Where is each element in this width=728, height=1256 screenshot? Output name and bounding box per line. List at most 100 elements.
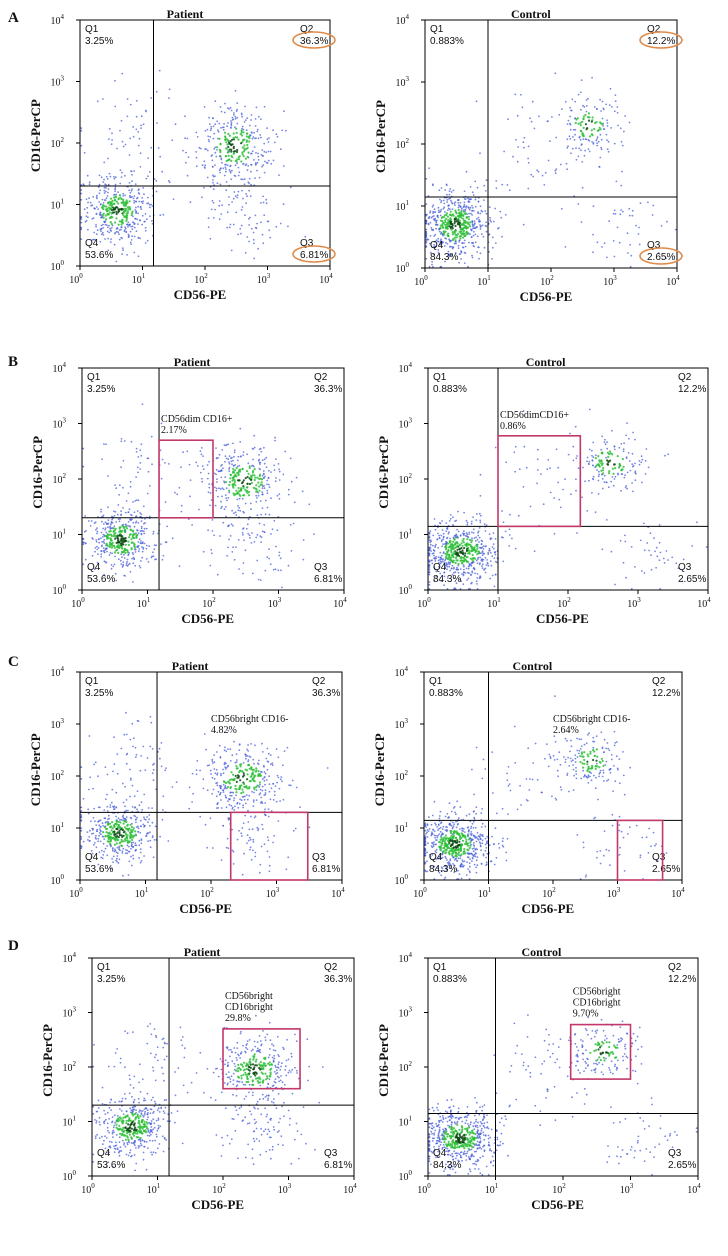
data-point <box>117 862 120 864</box>
data-point <box>106 537 109 540</box>
data-point <box>435 227 437 230</box>
data-point <box>110 203 114 206</box>
data-point <box>211 792 214 795</box>
data-point <box>228 455 231 457</box>
data-point <box>270 162 273 165</box>
data-point <box>501 844 504 847</box>
data-point <box>128 860 131 863</box>
data-point <box>581 143 583 146</box>
data-point <box>275 800 278 803</box>
data-point <box>250 114 253 116</box>
data-point <box>235 131 238 135</box>
data-point <box>491 835 493 838</box>
data-point <box>125 214 128 217</box>
data-point <box>117 538 120 541</box>
data-point <box>154 825 157 828</box>
data-point <box>479 252 482 255</box>
quadrant-value-q3: 6.81% <box>314 574 342 585</box>
quadrant-name-q2: Q2 <box>300 24 314 35</box>
data-point <box>116 826 119 829</box>
data-point <box>601 548 604 551</box>
data-point <box>443 878 446 880</box>
data-point <box>238 493 241 496</box>
data-point <box>106 195 109 197</box>
data-point <box>475 100 478 103</box>
data-point <box>251 137 254 140</box>
data-point <box>261 802 264 805</box>
data-point <box>236 776 239 779</box>
data-point <box>264 475 266 478</box>
data-point <box>262 201 265 204</box>
data-point <box>237 775 240 778</box>
data-point <box>125 799 128 801</box>
data-point <box>140 540 142 542</box>
data-point <box>236 498 239 501</box>
data-point <box>489 577 492 580</box>
data-point <box>228 461 230 463</box>
data-point <box>241 151 244 154</box>
data-point <box>264 808 266 811</box>
data-point <box>200 447 203 449</box>
data-point <box>603 474 606 477</box>
data-point <box>147 470 150 473</box>
data-point <box>485 545 487 547</box>
data-point <box>109 523 112 526</box>
data-point <box>232 791 235 794</box>
data-point <box>188 807 191 810</box>
data-point <box>222 824 225 827</box>
data-point <box>567 145 569 148</box>
data-point <box>178 565 181 567</box>
data-point <box>116 831 119 834</box>
data-point <box>658 559 661 562</box>
data-point <box>236 459 239 462</box>
data-point <box>444 260 446 263</box>
data-point <box>244 214 246 217</box>
data-point <box>457 851 461 854</box>
data-point <box>255 494 258 497</box>
data-point <box>127 553 130 556</box>
data-point <box>624 115 626 117</box>
data-point <box>450 560 453 563</box>
data-point <box>522 141 525 144</box>
data-point <box>127 521 130 523</box>
data-point <box>113 563 116 566</box>
data-point <box>120 514 122 517</box>
data-point <box>497 227 500 229</box>
data-point <box>460 556 463 559</box>
data-point <box>237 487 240 490</box>
data-point <box>274 141 276 144</box>
data-point <box>206 764 209 767</box>
data-point <box>216 803 219 805</box>
data-point <box>255 767 258 770</box>
data-point <box>465 227 468 230</box>
data-point <box>263 473 265 475</box>
data-point <box>135 200 138 203</box>
data-point <box>105 197 108 200</box>
data-point <box>130 538 133 541</box>
data-point <box>80 228 83 231</box>
data-point <box>115 791 118 794</box>
data-point <box>247 750 250 752</box>
data-point <box>230 150 233 153</box>
data-point <box>444 548 448 551</box>
data-point <box>454 520 456 522</box>
data-point <box>457 208 460 212</box>
data-point <box>127 543 130 547</box>
data-point <box>107 519 110 521</box>
data-point <box>116 820 119 823</box>
data-point <box>230 771 233 774</box>
data-point <box>113 175 115 178</box>
data-point <box>511 537 513 540</box>
data-point <box>471 209 474 212</box>
data-point <box>134 209 137 211</box>
data-point <box>656 555 659 558</box>
data-point <box>611 476 614 478</box>
data-point <box>216 773 219 776</box>
data-point <box>222 772 225 775</box>
data-point <box>240 792 243 795</box>
data-point <box>536 458 539 461</box>
data-point <box>655 566 657 569</box>
data-point <box>484 210 487 212</box>
data-point <box>246 132 249 135</box>
quadrant-value-q2: 12.2% <box>647 36 675 47</box>
